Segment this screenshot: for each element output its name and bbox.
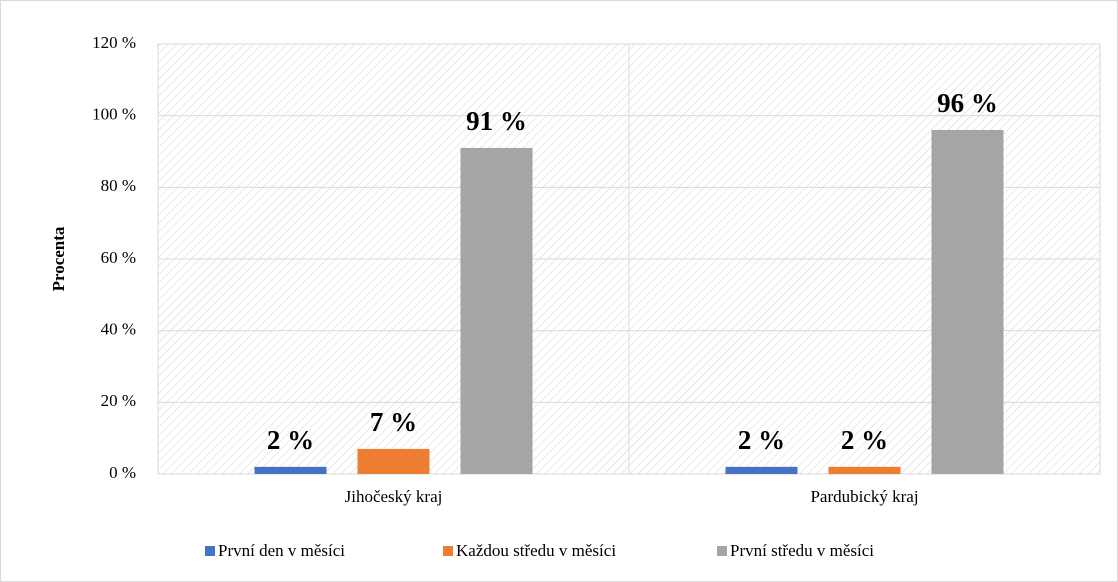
bar <box>828 466 901 474</box>
x-tick-label: Jihočeský kraj <box>345 487 443 506</box>
legend-swatch <box>205 546 215 556</box>
y-tick-label: 100 % <box>92 105 136 124</box>
legend-label: Každou středu v měsíci <box>456 541 616 560</box>
bar <box>460 147 533 474</box>
legend-label: První den v měsíci <box>218 541 345 560</box>
bar <box>254 466 327 474</box>
value-label: 2 % <box>267 425 314 455</box>
y-tick-label: 40 % <box>101 320 136 339</box>
y-tick-label: 60 % <box>101 248 136 267</box>
bar <box>357 448 430 474</box>
value-label: 96 % <box>937 88 998 118</box>
y-tick-label: 0 % <box>109 463 136 482</box>
legend-label: První středu v měsíci <box>730 541 874 560</box>
y-tick-label: 80 % <box>101 176 136 195</box>
y-tick-label: 120 % <box>92 33 136 52</box>
y-tick-label: 20 % <box>101 391 136 410</box>
value-label: 2 % <box>738 425 785 455</box>
value-label: 7 % <box>370 407 417 437</box>
value-label: 2 % <box>841 425 888 455</box>
x-tick-label: Pardubický kraj <box>810 487 918 506</box>
bar <box>931 130 1004 474</box>
legend-swatch <box>443 546 453 556</box>
y-axis-title: Procenta <box>49 226 68 291</box>
value-label: 91 % <box>466 106 527 136</box>
legend-swatch <box>717 546 727 556</box>
bar <box>725 466 798 474</box>
